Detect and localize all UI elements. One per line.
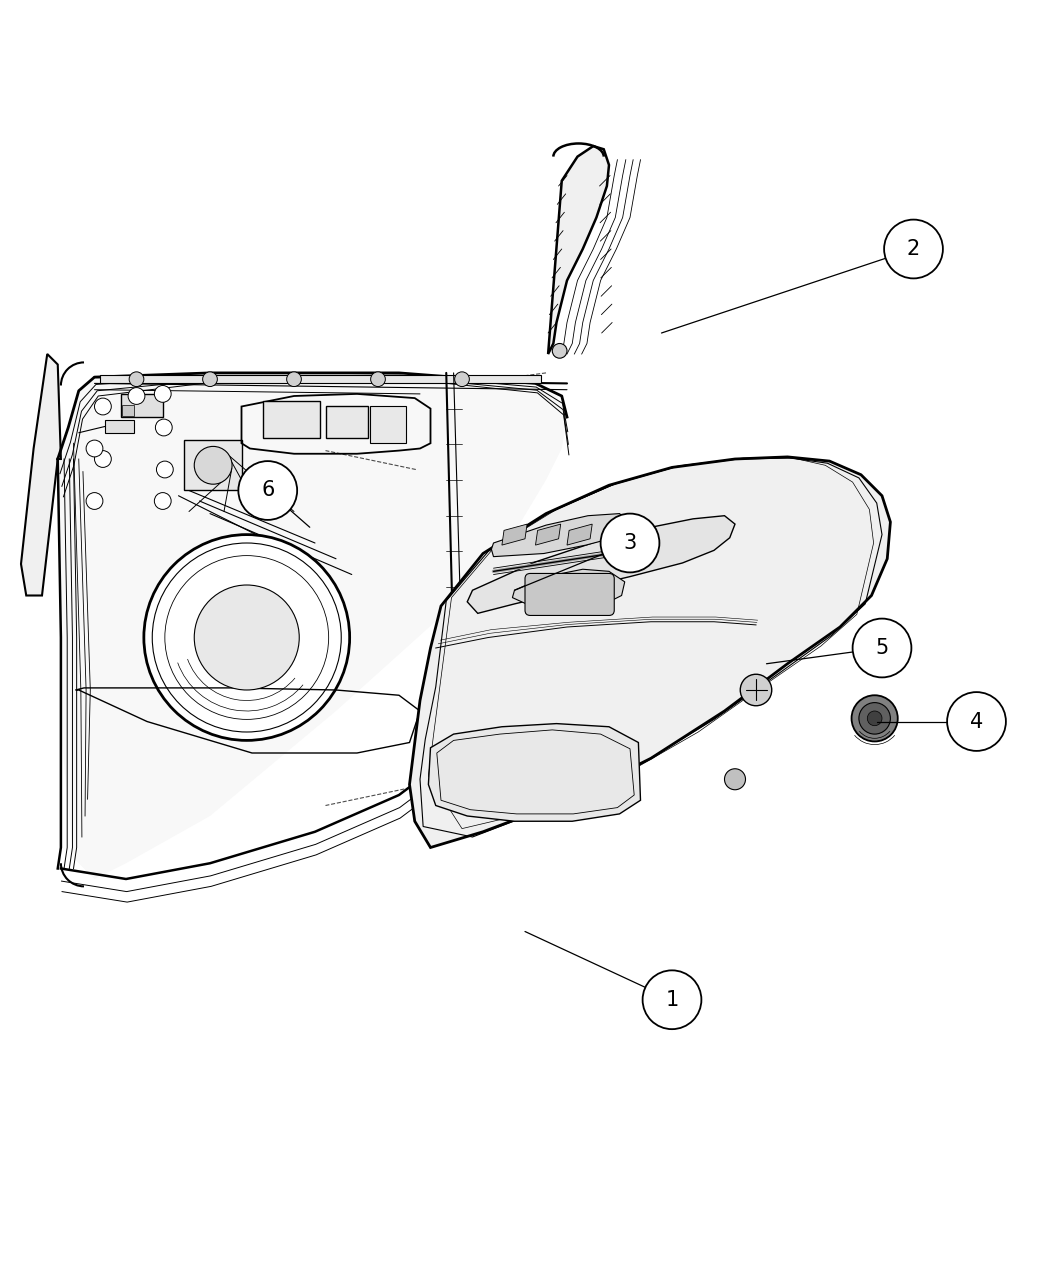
Circle shape [86,440,103,456]
Circle shape [165,556,329,719]
Circle shape [86,492,103,510]
Circle shape [884,219,943,278]
Bar [184,440,242,491]
Circle shape [853,618,911,677]
Circle shape [238,462,297,520]
Circle shape [154,385,171,403]
Circle shape [859,703,890,734]
Polygon shape [491,514,630,557]
Circle shape [601,514,659,572]
FancyBboxPatch shape [525,574,614,616]
Circle shape [94,450,111,468]
Polygon shape [512,569,625,615]
Circle shape [144,534,350,741]
Circle shape [455,372,469,386]
Polygon shape [567,524,592,546]
Polygon shape [428,724,640,821]
Text: 3: 3 [624,533,636,553]
Circle shape [287,372,301,386]
Circle shape [852,695,898,742]
Circle shape [129,372,144,386]
Circle shape [724,769,746,789]
Circle shape [194,585,299,690]
Bar [105,421,134,432]
Circle shape [947,692,1006,751]
Bar [262,402,320,439]
Text: 1: 1 [666,989,678,1010]
Text: 2: 2 [907,238,920,259]
Bar [326,407,368,439]
Circle shape [371,372,385,386]
Circle shape [203,372,217,386]
Circle shape [194,446,232,485]
Polygon shape [58,372,567,878]
Bar [370,407,406,444]
Polygon shape [21,354,61,595]
Circle shape [552,343,567,358]
Bar [100,375,541,384]
Circle shape [740,674,772,706]
Polygon shape [467,515,735,613]
Bar [122,405,134,416]
Circle shape [94,398,111,414]
Circle shape [643,970,701,1029]
Text: 5: 5 [876,638,888,658]
Circle shape [154,492,171,510]
Polygon shape [536,524,561,546]
Circle shape [152,543,341,732]
Polygon shape [548,147,609,354]
Circle shape [867,711,882,725]
Text: 6: 6 [261,481,274,501]
Circle shape [128,388,145,404]
Circle shape [156,462,173,478]
Text: 4: 4 [970,711,983,732]
Polygon shape [410,456,890,848]
Circle shape [155,419,172,436]
Bar [121,394,163,417]
Polygon shape [502,524,527,546]
